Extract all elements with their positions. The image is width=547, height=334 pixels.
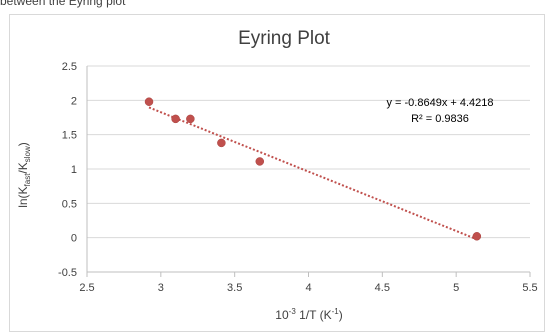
x-axis-title-unit: 1/T (K [296,308,332,322]
y-axis-title: ln(Kfast/Kslow) [16,142,32,208]
y-axis-title-close: ) [16,142,30,146]
y-axis-title-sub-slow: slow [23,146,32,162]
y-tick-label: 1.5 [62,130,77,142]
eyring-chart-svg: Eyring Plot -0.5 0 0.5 1 1.5 2 2.5 2.5 3 3.5 4 4.5 5… [16,28,538,322]
x-tick-label: 4 [305,282,311,294]
x-axis-title: 10-3 1/T (K-1) [275,307,342,322]
gridlines [87,65,530,273]
x-tick-label: 3.5 [227,282,242,294]
data-point [217,138,226,148]
chart-container: Eyring Plot -0.5 0 0.5 1 1.5 2 2.5 2.5 3 3.5 4 4.5 5… [9,14,545,332]
data-point [171,114,180,124]
r-squared-label: R² = 0.9836 [411,113,469,125]
y-tick-label: 1 [71,164,77,176]
x-axis-title-close: ) [339,308,343,322]
x-tick-label: 4.5 [375,282,390,294]
x-axis-title-exponent: -3 [289,307,297,316]
trendline-equation: y = -0.8649x + 4.4218 [386,97,493,109]
x-tick-label: 5.5 [522,282,537,294]
x-tick-label: 5 [453,282,459,294]
y-tick-label: 2 [71,95,77,107]
y-tick-label: 2.5 [62,61,77,73]
data-point [186,114,195,124]
y-tick-label: 0.5 [62,198,77,210]
tick-labels: -0.5 0 0.5 1 1.5 2 2.5 2.5 3 3.5 4 4.5 5 5.5 [58,61,538,294]
axes [86,66,531,277]
caption-text: between the Eyring plot [0,0,126,8]
y-axis-title-mid: /K [16,162,30,173]
trendline [148,106,478,241]
chart-title: Eyring Plot [238,28,331,49]
data-point [255,157,265,166]
y-tick-label: 0 [71,233,77,245]
x-axis-title-base: 10 [275,308,289,322]
data-points [144,97,482,241]
data-point [472,232,482,241]
y-axis-title-prefix: ln(K [16,186,30,207]
x-axis-title-unit-exponent: -1 [332,307,340,316]
y-tick-label: -0.5 [58,267,77,279]
data-point [144,97,154,106]
trendline-group [148,106,478,241]
y-axis-title-sub-fast: fast [23,173,32,187]
x-tick-label: 3 [158,282,164,294]
x-tick-label: 2.5 [79,282,94,294]
